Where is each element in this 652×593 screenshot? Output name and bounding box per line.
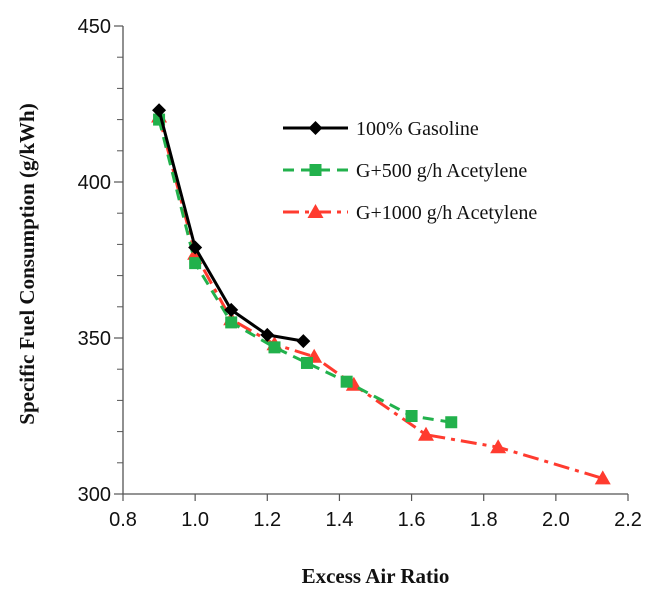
y-tick-label: 400	[78, 172, 111, 194]
x-axis-title: Excess Air Ratio	[302, 564, 450, 588]
x-tick-label: 1.6	[398, 509, 426, 531]
y-axis-title: Specific Fuel Consumption (g/kWh)	[15, 103, 39, 424]
ticks-layer: 300 350 400 450 0.8 1.0 1.2 1.4 1.6 1.8 2.0 2.2	[78, 16, 642, 531]
data-point-square	[340, 375, 353, 388]
legend-item: G+1000 g/h Acetylene	[283, 202, 537, 224]
data-point-square	[405, 410, 418, 422]
x-tick-label: 2.2	[614, 509, 642, 531]
x-tick-label: 1.2	[253, 509, 281, 531]
data-point-square	[268, 341, 281, 354]
data-point-square	[300, 356, 313, 369]
legend-label: G+500 g/h Acetylene	[356, 160, 527, 182]
series-diamond	[152, 103, 311, 349]
legend-label: 100% Gasoline	[356, 118, 479, 140]
x-tick-label: 0.8	[109, 509, 137, 531]
legend-item: G+500 g/h Acetylene	[283, 160, 527, 182]
y-tick-label: 450	[78, 16, 111, 38]
data-point-diamond	[260, 327, 275, 342]
x-tick-label: 2.0	[542, 509, 570, 531]
legend-item: 100% Gasoline	[283, 118, 479, 140]
legend-marker	[308, 121, 323, 135]
y-tick-label: 350	[78, 328, 111, 350]
series-line	[157, 116, 604, 480]
legend-marker	[307, 204, 324, 218]
data-point-triangle	[490, 439, 507, 454]
data-point-diamond	[296, 334, 311, 349]
legend-marker	[309, 164, 322, 176]
series-layer	[151, 103, 611, 485]
data-point-square	[445, 416, 458, 429]
data-point-diamond	[152, 103, 167, 118]
x-tick-label: 1.4	[326, 509, 354, 531]
axes-layer	[122, 26, 628, 495]
data-point-square	[189, 257, 202, 270]
data-point-square	[225, 316, 238, 329]
legend: 100% Gasoline G+500 g/h Acetylene G+1000 g…	[283, 118, 537, 224]
data-point-diamond	[224, 302, 239, 317]
x-tick-label: 1.0	[181, 509, 209, 531]
data-point-diamond	[188, 240, 203, 255]
data-point-triangle	[594, 470, 611, 485]
legend-label: G+1000 g/h Acetylene	[356, 202, 537, 224]
y-tick-label: 300	[78, 484, 111, 506]
data-point-triangle	[418, 426, 434, 441]
x-tick-label: 1.8	[470, 509, 498, 531]
